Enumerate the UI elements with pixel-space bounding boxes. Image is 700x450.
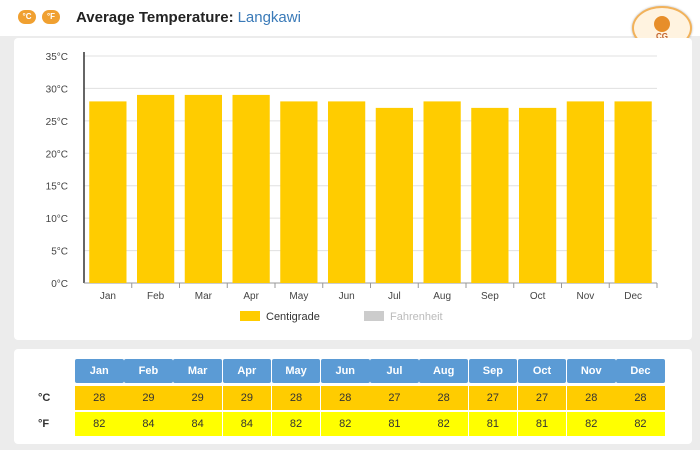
- celsius-toggle-button[interactable]: °C: [18, 10, 36, 24]
- y-tick-label: 15°C: [46, 182, 68, 193]
- chart-panel: 0°C 5°C 10°C 15°C 20°C 25°C 30°C 35°C Jan Feb Mar A…: [14, 38, 692, 340]
- x-tick-label: Aug: [433, 291, 451, 302]
- x-tick-label: Mar: [195, 291, 213, 302]
- table-header-jan: Jan: [75, 359, 124, 383]
- x-tick-label: Oct: [530, 291, 546, 302]
- table-header-jul: Jul: [370, 359, 419, 383]
- bar-oct: [519, 107, 557, 283]
- celsius-cell: 27: [370, 386, 419, 410]
- x-tick-label: May: [289, 291, 308, 302]
- bar-jan: [89, 101, 127, 284]
- bar-may: [280, 101, 318, 284]
- fahrenheit-cell: 81: [468, 412, 518, 436]
- celsius-cell: 28: [419, 386, 468, 410]
- fahrenheit-row-label: °F: [38, 418, 50, 430]
- fahrenheit-cell: 84: [124, 412, 173, 436]
- bar-dec: [614, 101, 652, 284]
- location-name: Langkawi: [237, 9, 301, 26]
- fahrenheit-toggle-button[interactable]: °F: [42, 10, 60, 24]
- celsius-cell: 28: [567, 386, 616, 410]
- header-bar: °C °F Average Temperature: Langkawi: [0, 0, 700, 36]
- y-tick-label: 10°C: [46, 214, 68, 225]
- x-tick-label: Jun: [339, 291, 355, 302]
- celsius-row-label: °C: [38, 392, 51, 404]
- celsius-cell: 29: [124, 386, 173, 410]
- table-header-nov: Nov: [567, 359, 616, 383]
- celsius-cell: 29: [222, 386, 272, 410]
- celsius-cell: 27: [517, 386, 567, 410]
- legend-label-fahrenheit[interactable]: Fahrenheit: [390, 311, 443, 323]
- bar-apr: [232, 94, 270, 283]
- bar-jul: [375, 107, 413, 283]
- table-header-may: May: [271, 359, 321, 383]
- temperature-bar-chart: 0°C 5°C 10°C 15°C 20°C 25°C 30°C 35°C Jan Feb Mar A…: [46, 52, 658, 323]
- fahrenheit-cell: 82: [321, 412, 370, 436]
- fahrenheit-cell: 81: [517, 412, 567, 436]
- fahrenheit-cell: 84: [222, 412, 272, 436]
- title-text: Average Temperature:: [76, 9, 234, 26]
- celsius-cell: 28: [321, 386, 370, 410]
- y-tick-label: 25°C: [46, 117, 68, 128]
- bar-mar: [184, 94, 222, 283]
- sun-logo-icon: [654, 16, 670, 32]
- fahrenheit-cell: 82: [419, 412, 468, 436]
- celsius-cell: 29: [173, 386, 222, 410]
- legend-label-centigrade[interactable]: Centigrade: [266, 311, 320, 323]
- celsius-cell: 28: [271, 386, 321, 410]
- y-tick-label: 20°C: [46, 149, 68, 160]
- bar-jun: [328, 101, 366, 284]
- bar-aug: [423, 101, 461, 284]
- x-tick-label: Feb: [147, 291, 165, 302]
- table-header-mar: Mar: [173, 359, 222, 383]
- logo-text: CG: [656, 32, 668, 41]
- fahrenheit-cell: 82: [567, 412, 616, 436]
- fahrenheit-cell: 82: [75, 412, 124, 436]
- legend-swatch-fahrenheit: [364, 311, 384, 321]
- table-header-oct: Oct: [517, 359, 567, 383]
- x-tick-label: Jan: [100, 291, 116, 302]
- table-header-aug: Aug: [419, 359, 468, 383]
- celsius-cell: 28: [75, 386, 124, 410]
- x-tick-label: Nov: [576, 291, 594, 302]
- y-tick-label: 30°C: [46, 84, 68, 95]
- bar-nov: [566, 101, 604, 284]
- x-tick-label: Dec: [624, 291, 642, 302]
- y-tick-label: 35°C: [46, 52, 68, 63]
- x-tick-label: Sep: [481, 291, 499, 302]
- fahrenheit-cell: 81: [370, 412, 419, 436]
- fahrenheit-cell: 82: [271, 412, 321, 436]
- legend-swatch-centigrade: [240, 311, 260, 321]
- bar-sep: [471, 107, 509, 283]
- table-header-apr: Apr: [222, 359, 272, 383]
- x-tick-label: Apr: [243, 291, 259, 302]
- celsius-cell: 27: [468, 386, 518, 410]
- table-header-feb: Feb: [124, 359, 173, 383]
- fahrenheit-cell: 82: [616, 412, 665, 436]
- bar-feb: [137, 94, 175, 283]
- celsius-cell: 28: [616, 386, 665, 410]
- table-header-jun: Jun: [321, 359, 370, 383]
- page-title: Average Temperature: Langkawi: [76, 9, 301, 26]
- x-tick-label: Jul: [388, 291, 401, 302]
- y-tick-label: 0°C: [51, 279, 68, 290]
- y-tick-label: 5°C: [51, 247, 68, 258]
- table-header-sep: Sep: [468, 359, 518, 383]
- fahrenheit-cell: 84: [173, 412, 222, 436]
- temperature-table: Jan 28 82 Feb 29 84 Mar 29 84 Apr 29 84 May 28 82 Jun 28…: [14, 349, 692, 444]
- table-header-dec: Dec: [616, 359, 665, 383]
